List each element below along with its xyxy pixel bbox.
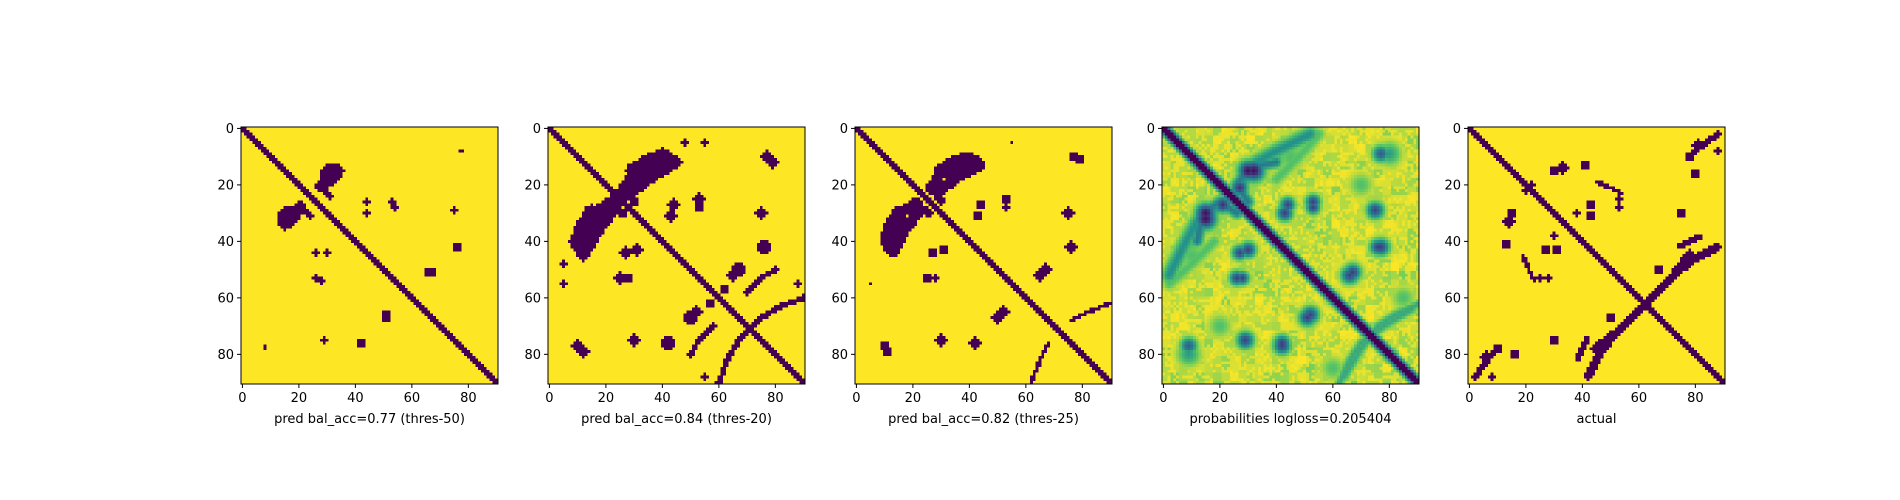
- x-tick-label: 20: [291, 391, 308, 406]
- y-tick-label: 0: [226, 122, 234, 137]
- heatmap-panel-4: 0 20 40 60 80 0 20 40 60 80 probabilities logloss=…: [1138, 122, 1420, 427]
- y-tick-label: 40: [1444, 235, 1461, 250]
- y-tick-label: 60: [524, 291, 541, 306]
- x-tick-label: 80: [460, 391, 477, 406]
- y-tick-label: 20: [1444, 178, 1461, 193]
- x-tick-label: 60: [404, 391, 421, 406]
- x-tick-label: 60: [1631, 391, 1648, 406]
- x-tick-label: 0: [545, 391, 553, 406]
- heatmap-image: [1162, 127, 1419, 384]
- x-axis-label: pred bal_acc=0.82 (thres-25): [888, 412, 1079, 427]
- heatmap-image: [855, 127, 1112, 384]
- y-tick-label: 20: [217, 178, 234, 193]
- axes-frame: [854, 126, 1113, 385]
- x-tick-label: 0: [1159, 391, 1167, 406]
- x-tick-label: 20: [598, 391, 615, 406]
- y-tick-label: 80: [831, 348, 848, 363]
- y-tick-label: 60: [831, 291, 848, 306]
- x-tick-label: 80: [767, 391, 784, 406]
- y-tick-label: 80: [524, 348, 541, 363]
- x-tick-label: 40: [347, 391, 364, 406]
- y-tick-label: 40: [1138, 235, 1155, 250]
- heatmap-panel-2: 0 20 40 60 80 0 20 40 60 80 pred bal_acc=0.84 (thr…: [524, 122, 806, 427]
- x-tick-label: 20: [1518, 391, 1535, 406]
- y-tick-label: 20: [831, 178, 848, 193]
- heatmap-panel-3: 0 20 40 60 80 0 20 40 60 80 pred bal_acc=0.82 (thr…: [831, 122, 1113, 427]
- x-tick-label: 60: [1018, 391, 1035, 406]
- y-tick-label: 40: [217, 235, 234, 250]
- heatmap-image: [1468, 127, 1725, 384]
- x-tick-label: 40: [1574, 391, 1591, 406]
- heatmap-panel-5: 0 20 40 60 80 0 20 40 60 80 actual: [1444, 122, 1726, 427]
- heatmap-image: [241, 127, 498, 384]
- y-tick-label: 40: [831, 235, 848, 250]
- axes-frame: [1467, 126, 1726, 385]
- x-tick-label: 80: [1381, 391, 1398, 406]
- y-tick-label: 60: [1444, 291, 1461, 306]
- x-tick-label: 20: [905, 391, 922, 406]
- y-tick-label: 40: [524, 235, 541, 250]
- heatmap-image: [548, 127, 805, 384]
- y-tick-label: 0: [1147, 122, 1155, 137]
- y-tick-label: 0: [1453, 122, 1461, 137]
- x-tick-label: 60: [1325, 391, 1342, 406]
- x-tick-label: 0: [852, 391, 860, 406]
- axes-frame: [240, 126, 499, 385]
- y-tick-label: 60: [1138, 291, 1155, 306]
- x-tick-label: 20: [1212, 391, 1229, 406]
- x-tick-label: 0: [1465, 391, 1473, 406]
- axes-frame: [1161, 126, 1420, 385]
- y-tick-label: 20: [524, 178, 541, 193]
- x-axis-label: probabilities logloss=0.205404: [1189, 412, 1391, 427]
- x-tick-label: 80: [1687, 391, 1704, 406]
- y-tick-label: 20: [1138, 178, 1155, 193]
- x-tick-label: 40: [654, 391, 671, 406]
- x-tick-label: 40: [1268, 391, 1285, 406]
- y-tick-label: 0: [533, 122, 541, 137]
- y-tick-label: 60: [217, 291, 234, 306]
- x-tick-label: 40: [961, 391, 978, 406]
- x-axis-label: pred bal_acc=0.84 (thres-20): [581, 412, 772, 427]
- y-tick-label: 80: [1444, 348, 1461, 363]
- x-axis-label: actual: [1576, 412, 1616, 427]
- axes-frame: [547, 126, 806, 385]
- y-tick-label: 80: [1138, 348, 1155, 363]
- x-tick-label: 0: [238, 391, 246, 406]
- x-tick-label: 60: [711, 391, 728, 406]
- y-tick-label: 0: [840, 122, 848, 137]
- y-tick-label: 80: [217, 348, 234, 363]
- panels: 0 20 40 60 80 0 20 40 60 80 pred bal_acc=0.77 (thr…: [217, 122, 1726, 427]
- x-axis-label: pred bal_acc=0.77 (thres-50): [274, 412, 465, 427]
- x-tick-label: 80: [1074, 391, 1091, 406]
- heatmap-panel-1: 0 20 40 60 80 0 20 40 60 80 pred bal_acc=0.77 (thr…: [217, 122, 499, 427]
